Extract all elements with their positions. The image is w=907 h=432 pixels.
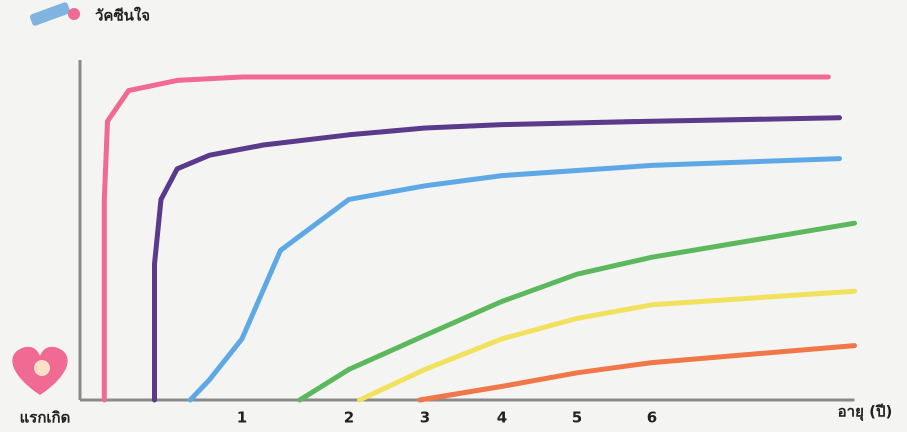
- x-axis-label: อายุ (ปี): [838, 403, 893, 422]
- x-tick-label: 2: [344, 409, 354, 427]
- x-tick-label: 5: [572, 409, 582, 427]
- x-tick-label: 1: [237, 409, 247, 427]
- chart: วัคซีนใจ อายุ (ปี) แรกเกิด 1 2 3 4 5 6: [0, 0, 907, 432]
- x-tick-label: 4: [497, 409, 507, 427]
- x-tick-label: 3: [420, 409, 430, 427]
- x-tick-label: 6: [647, 409, 657, 427]
- x-tick-label: แรกเกิด: [20, 409, 71, 427]
- background: [0, 0, 907, 432]
- y-axis-label: วัคซีนใจ: [95, 7, 150, 25]
